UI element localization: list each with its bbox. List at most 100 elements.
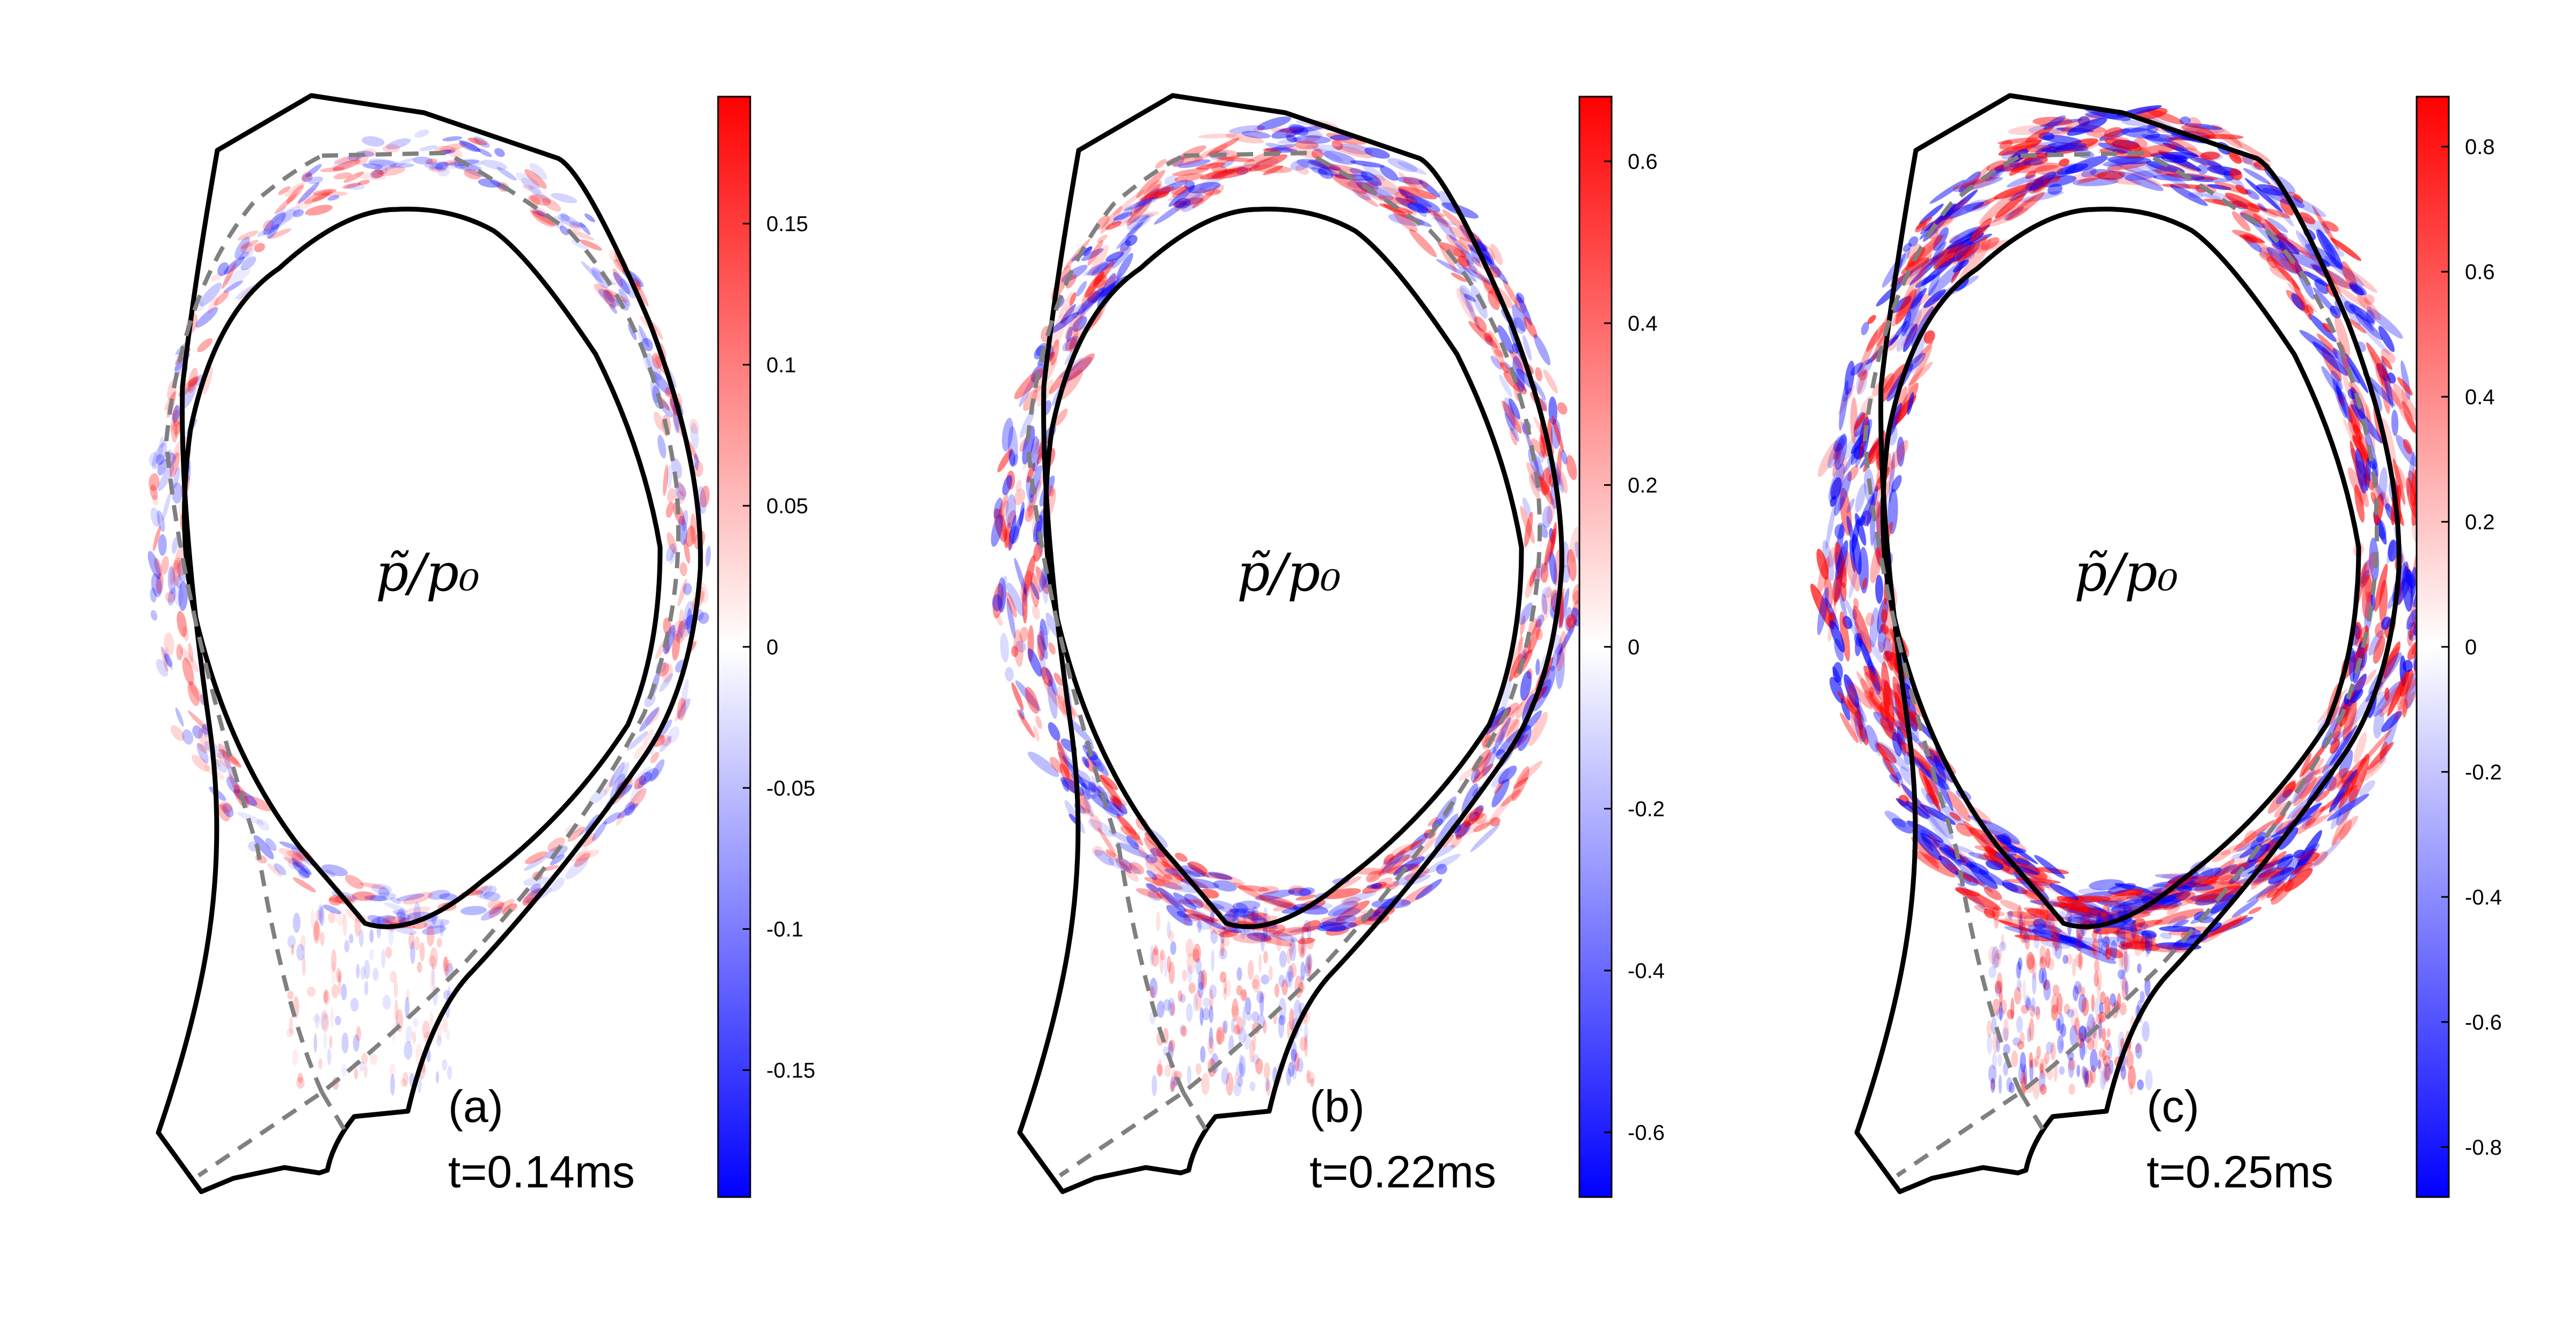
fluctuation-blob [2129,163,2179,172]
fluctuation-blob [2120,947,2125,968]
fluctuation-blob [189,683,206,705]
fluctuation-blob [1979,189,2019,224]
fluctuation-blob [2275,789,2293,805]
fluctuation-blob [638,325,649,347]
fluctuation-blob [2330,738,2340,754]
fluctuation-blob [313,919,319,941]
fluctuation-blob [1519,602,1533,625]
colorbar-tick-label: 0.6 [1628,150,1658,174]
fluctuation-blob [1104,792,1122,812]
fluctuation-blob [665,501,674,518]
fluctuation-blob [2147,124,2158,134]
fluctuation-blob [1301,931,1305,954]
fluctuation-blob [1468,321,1498,349]
fluctuation-blob [1483,279,1494,295]
fluctuation-blob [1225,908,1256,918]
fluctuation-blob [2097,968,2102,991]
fluctuation-blob [1540,562,1549,583]
fluctuation-blob [1196,921,1211,930]
fluctuation-blob [2040,939,2071,949]
fluctuation-blob [431,964,435,987]
fluctuation-blob [2387,372,2396,384]
fluctuation-blob [2154,908,2204,925]
fluctuation-blob [217,753,231,769]
fluctuation-blob [292,1049,298,1066]
fluctuation-blob [308,176,324,185]
fluctuation-blob [1998,920,2035,933]
fluctuation-blob [639,771,652,785]
fluctuation-blob [2388,539,2398,562]
fluctuation-blob [1039,652,1046,680]
fluctuation-blob [2190,880,2218,888]
fluctuation-blob [2200,151,2220,160]
fluctuation-blob [1239,1055,1246,1077]
fluctuation-blob [657,435,667,459]
fluctuation-blob [1312,147,1343,162]
fluctuation-blob [575,847,588,862]
fluctuation-blob [2011,1051,2018,1068]
fluctuation-blob [659,673,674,692]
fluctuation-blob [541,198,561,211]
fluctuation-blob [2348,754,2370,803]
fluctuation-blob [313,1033,317,1053]
fluctuation-blob [1289,970,1294,989]
fluctuation-blob [274,193,297,214]
fluctuation-blob [1221,1021,1226,1042]
fluctuation-blob [2330,237,2361,261]
fluctuation-blob [617,762,630,789]
fluctuation-blob [678,609,684,637]
fluctuation-blob [2021,1004,2029,1014]
fluctuation-blob [1286,135,1298,143]
fluctuation-blob [2107,883,2136,894]
fluctuation-blob [1490,244,1503,265]
fluctuation-blob [2181,125,2216,138]
fluctuation-blob [1987,208,2029,227]
fluctuation-blob [1282,979,1288,996]
fluctuation-blob [2353,436,2368,463]
fluctuation-blob [1496,727,1523,756]
fluctuation-blob [2047,184,2063,195]
fluctuation-blob [1992,1031,1999,1054]
fluctuation-blob [1833,556,1843,602]
fluctuation-blob [1198,971,1205,990]
fluctuation-blob [2266,256,2278,268]
fluctuation-blob [2117,993,2121,1009]
fluctuation-blob [1999,942,2007,952]
fluctuation-blob [1984,886,2002,901]
fluctuation-blob [1251,906,1258,925]
fluctuation-blob [1087,290,1101,303]
fluctuation-blob [430,969,436,992]
fluctuation-blob [180,647,199,673]
fluctuation-blob [1180,994,1186,1003]
fluctuation-blob [1541,593,1548,615]
fluctuation-blob [164,647,169,667]
fluctuation-blob [1289,123,1309,136]
fluctuation-blob [572,239,588,249]
fluctuation-blob [1904,309,1922,337]
fluctuation-blob [2347,318,2367,334]
fluctuation-blob [2266,247,2299,274]
fluctuation-blob [479,886,497,900]
fluctuation-blob [2365,592,2373,602]
fluctuation-blob [440,920,444,937]
fluctuation-blob [2187,867,2222,885]
fluctuation-blob [2104,948,2112,960]
fluctuation-blob [431,162,460,170]
fluctuation-blob [1433,211,1449,228]
fluctuation-blob [560,213,570,222]
fluctuation-blob [1292,1063,1297,1080]
fluctuation-blob [1859,493,1875,526]
fluctuation-blob [672,633,680,661]
fluctuation-blob [1155,911,1161,932]
fluctuation-blob [1264,935,1272,944]
fluctuation-blob [1536,470,1553,500]
fluctuation-blob [1286,1068,1291,1086]
fluctuation-blob [1048,485,1055,497]
fluctuation-blob [679,562,687,577]
fluctuation-blob [1220,164,1260,174]
fluctuation-blob [332,155,360,170]
time-label: t=0.22ms [1309,1147,1496,1197]
fluctuation-blob [2248,907,2262,914]
fluctuation-blob [1969,165,1990,188]
fluctuation-blob [1289,962,1297,978]
